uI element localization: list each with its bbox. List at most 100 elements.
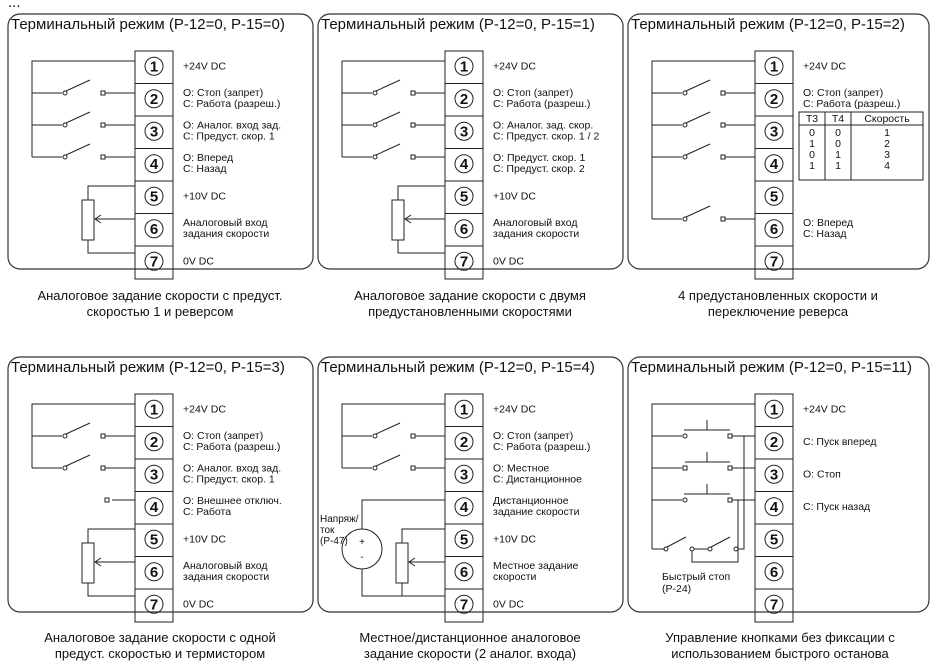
terminal-circle [454,219,474,239]
terminal-number: 5 [150,531,158,548]
terminal-label: O: Местное [493,462,549,474]
terminal-circle [454,432,474,452]
terminal-circle [764,594,784,614]
terminal-label: 0V DC [493,255,524,267]
header-cut: ... [8,0,21,11]
terminal-circle [144,121,164,141]
caption: Аналоговое задание скорости с одной [44,630,276,645]
panel-frame [7,13,314,270]
source-label: (P-47) [320,536,348,547]
terminal-number: 4 [770,499,779,516]
terminal-number: 2 [770,434,778,451]
terminal-circle [144,154,164,174]
terminal-label: O: Стоп (запрет) [803,87,883,99]
terminal-block [444,393,484,623]
terminal-number: 7 [460,596,468,613]
terminal-circle [764,432,784,452]
svg-text:-: - [360,552,363,563]
caption: переключение реверса [708,304,849,319]
terminal-circle [454,251,474,271]
fast-stop-label: Быстрый стоп [662,571,730,583]
terminal-number: 5 [460,531,468,548]
terminal-label: O: Аналог. вход зад. [183,119,281,131]
panel-5: Терминальный режим (P-12=0, P-15=4) 1 2 3 4… [317,356,624,623]
terminal-number: 1 [460,401,468,418]
speed-table: T3 T4 Скорость 0 0 11 0 20 1 31 1 4 [798,111,924,181]
table-cell: 1 [809,160,815,172]
panel-title: Терминальный режим (P-12=0, P-15=1) [321,16,595,33]
terminal-number: 4 [460,499,469,516]
terminal-label: задания скорости [183,228,269,240]
table-cell: 1 [835,149,841,161]
caption: использованием быстрого останова [671,646,889,661]
terminal-label: +24V DC [493,60,536,72]
terminal-circle [764,529,784,549]
terminal-circle [454,154,474,174]
terminal-circle [764,464,784,484]
terminal-label: O: Стоп [803,468,841,480]
source-symbol [341,528,383,570]
terminal-label: Местное задание [493,560,578,572]
panel-frame [317,13,624,270]
terminal-label: C: Работа (разреш.) [493,98,590,110]
terminal-label: C: Работа [183,506,231,518]
terminal-circle [764,399,784,419]
terminal-number: 4 [150,499,159,516]
terminal-label: C: Назад [183,163,227,175]
terminal-label: C: Пуск вперед [803,436,877,448]
terminal-circle [764,56,784,76]
terminal-number: 6 [150,221,158,238]
terminal-circle [764,89,784,109]
terminal-label: O: Вперед [803,217,853,229]
terminal-circle [144,497,164,517]
table-cell: 1 [809,138,815,150]
terminal-label: C: Дистанционное [493,473,582,485]
terminal-number: 1 [150,58,158,75]
svg-text:+: + [359,537,365,548]
terminal-label: C: Работа (разреш.) [803,98,900,110]
terminal-label: +24V DC [803,403,846,415]
terminal-number: 6 [460,564,468,581]
terminal-label: +10V DC [493,190,536,202]
terminal-label: +10V DC [183,190,226,202]
terminal-number: 3 [460,123,468,140]
panel-title: Терминальный режим (P-12=0, P-15=2) [631,16,905,33]
terminal-label: C: Работа (разреш.) [183,98,280,110]
terminal-label: +24V DC [493,403,536,415]
panel-title: Терминальный режим (P-12=0, P-15=4) [321,359,595,376]
terminal-circle [764,497,784,517]
table-header: Скорость [864,113,910,125]
table-cell: 0 [835,138,841,150]
panel-title: Терминальный режим (P-12=0, P-15=0) [11,16,285,33]
panel-3: Терминальный режим (P-12=0, P-15=2) 1234… [627,13,930,280]
terminal-number: 6 [770,564,778,581]
terminal-number: 2 [150,434,158,451]
panel-1: Терминальный режим (P-12=0, P-15=0) 1 2 3 4… [7,13,314,280]
table-cell: 0 [809,149,815,161]
terminal-number: 7 [770,596,778,613]
terminal-label: C: Работа (разреш.) [183,441,280,453]
terminal-label: Дистанционное [493,495,569,507]
terminal-circle [454,594,474,614]
terminal-circle [144,251,164,271]
terminal-label: +24V DC [183,60,226,72]
terminal-number: 2 [460,91,468,108]
terminal-circle [144,56,164,76]
caption: Управление кнопками без фиксации с [665,630,895,645]
terminal-label: скорости [493,571,537,583]
terminal-number: 7 [150,253,158,270]
terminal-number: 7 [770,253,778,270]
terminal-circle [764,121,784,141]
terminal-number: 2 [150,91,158,108]
terminal-circle [454,464,474,484]
terminal-label: +10V DC [493,533,536,545]
source-label: ток [320,525,335,536]
table-header: T4 [832,113,844,125]
terminal-circle [144,464,164,484]
terminal-block [444,50,484,280]
caption: Аналоговое задание скорости с двумя [354,288,586,303]
panel-frame [7,356,314,613]
terminal-label: O: Стоп (запрет) [493,87,573,99]
terminal-number: 6 [150,564,158,581]
terminal-number: 5 [460,188,468,205]
